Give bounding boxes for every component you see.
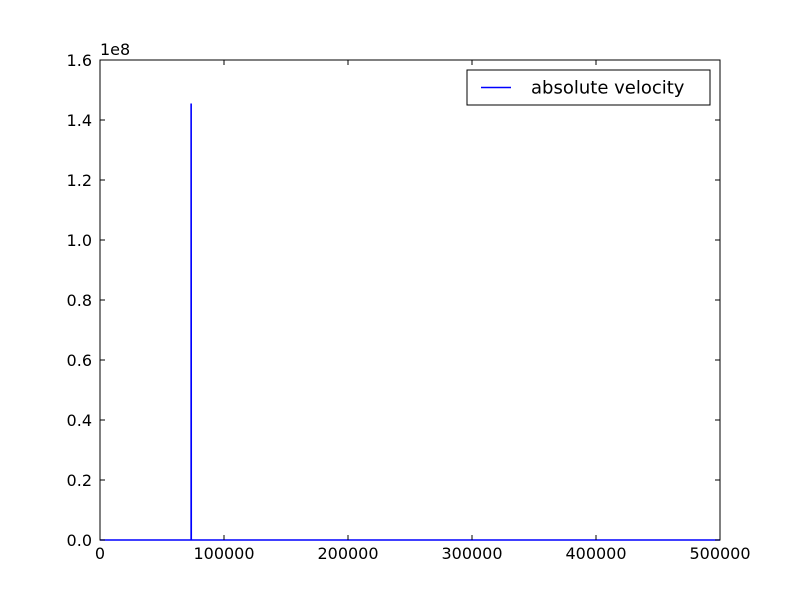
y-tick-label: 0.6 [67,351,92,370]
x-tick-label: 200000 [317,544,378,563]
y-tick-label: 0.0 [67,531,92,550]
x-tick-label: 300000 [441,544,502,563]
x-axis: 0 100000 200000 300000 400000 500000 [95,60,751,563]
legend-label: absolute velocity [531,78,685,99]
y-tick-label: 0.2 [67,471,92,490]
y-tick-label: 1.6 [67,51,92,70]
y-tick-label: 1.0 [67,231,92,250]
series-line-0 [100,103,720,541]
x-tick-label: 500000 [689,544,750,563]
y-tick-label: 0.8 [67,291,92,310]
x-tick-label: 100000 [193,544,254,563]
y-tick-label: 1.2 [67,171,92,190]
x-tick-label: 400000 [565,544,626,563]
y-tick-label: 1.4 [67,111,92,130]
y-tick-label: 0.4 [67,411,92,430]
y-offset-label: 1e8 [100,40,130,59]
series-layer [100,103,720,541]
y-axis: 0.0 0.2 0.4 0.6 0.8 1.0 1.2 1.4 1.6 [67,51,720,550]
legend: absolute velocity [466,69,711,106]
x-tick-label: 0 [95,544,105,563]
plot-area [99,59,721,541]
